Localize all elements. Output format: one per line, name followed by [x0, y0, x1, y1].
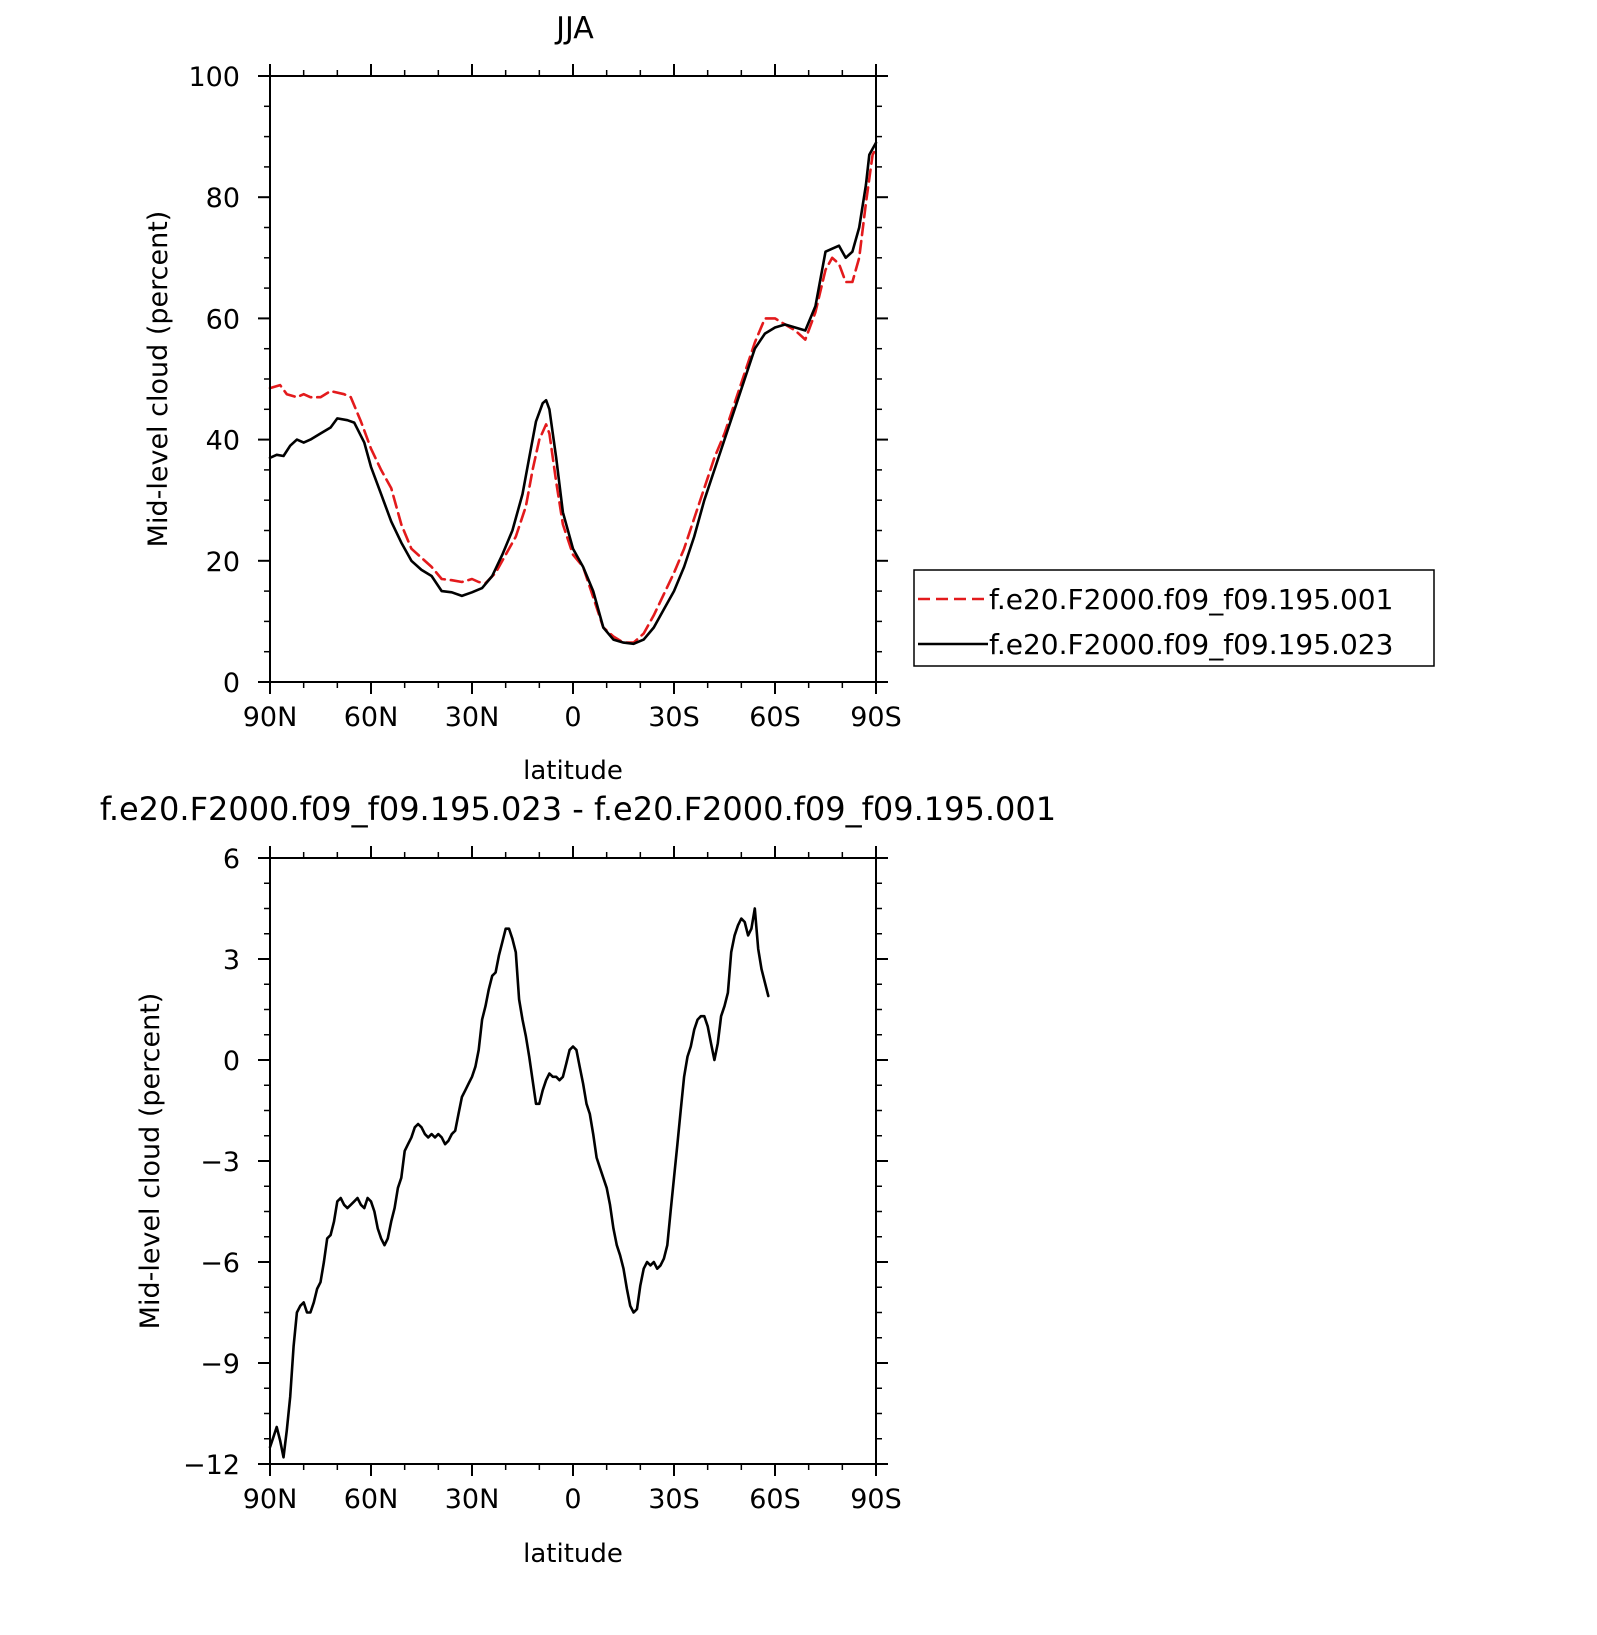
top-series-line-0: [268, 147, 878, 644]
bottom-x-tick-label: 30S: [648, 1484, 700, 1515]
top-x-tick-label: 30N: [445, 702, 500, 733]
bottom-y-tick-label: 0: [223, 1046, 240, 1077]
bottom-title: f.e20.F2000.f09_f09.195.023 - f.e20.F200…: [100, 790, 1056, 828]
top-x-tick-label: 60S: [749, 702, 801, 733]
top-y-tick-label: 60: [206, 304, 240, 335]
bottom-y-tick-label: −9: [200, 1349, 240, 1380]
top-series-line-1: [268, 141, 878, 646]
top-x-tick-label: 0: [564, 702, 581, 733]
panel-bottom: f.e20.F2000.f09_f09.195.023 - f.e20.F200…: [100, 790, 1056, 1569]
bottom-x-tick-label: 0: [564, 1484, 581, 1515]
top-x-tick-label: 90N: [243, 702, 298, 733]
top-y-tick-label: 80: [206, 183, 240, 214]
legend: f.e20.F2000.f09_f09.195.001 f.e20.F2000.…: [913, 569, 1435, 667]
bottom-x-tick-label: 60N: [344, 1484, 399, 1515]
legend-label-001: f.e20.F2000.f09_f09.195.001: [989, 583, 1393, 616]
top-x-tick-label: 30S: [648, 702, 700, 733]
top-y-tick-label: 20: [206, 547, 240, 578]
top-x-axis-label: latitude: [523, 756, 623, 786]
bottom-x-tick-label: 60S: [749, 1484, 801, 1515]
top-title: JJA: [554, 11, 594, 46]
legend-label-023: f.e20.F2000.f09_f09.195.023: [989, 628, 1393, 661]
top-y-tick-label: 100: [188, 62, 240, 93]
bottom-y-tick-label: −6: [200, 1248, 240, 1279]
top-y-tick-label: 0: [223, 668, 240, 699]
bottom-y-tick-label: 3: [223, 945, 240, 976]
bottom-x-tick-label: 90N: [243, 1484, 298, 1515]
legend-box: [913, 569, 1435, 667]
bottom-series: [268, 907, 770, 1459]
bottom-x-tick-label: 90S: [850, 1484, 902, 1515]
bottom-plot-frame: [269, 857, 877, 1465]
bottom-y-tick-label: −3: [200, 1147, 240, 1178]
top-plot-frame: [269, 75, 877, 683]
top-ticks: 90N 60N 30N 0 30S 60S 90S 0 20 40 60 80 100: [188, 62, 901, 733]
top-x-tick-label: 60N: [344, 702, 399, 733]
top-x-tick-label: 90S: [850, 702, 902, 733]
top-y-axis-label: Mid-level cloud (percent): [143, 211, 174, 548]
bottom-y-tick-label: 6: [223, 844, 240, 875]
bottom-y-tick-label: −12: [183, 1450, 240, 1481]
bottom-x-axis-label: latitude: [523, 1539, 623, 1569]
bottom-series-line-0: [268, 907, 770, 1459]
top-series: [268, 141, 878, 646]
top-y-tick-label: 40: [206, 426, 240, 457]
bottom-ticks: 90N 60N 30N 0 30S 60S 90S −12 −9 −6 −3 0 3 6: [183, 844, 902, 1515]
bottom-x-tick-label: 30N: [445, 1484, 500, 1515]
bottom-y-axis-label: Mid-level cloud (percent): [135, 993, 166, 1330]
panel-top: JJA 90N 60N 30N 0 30S 60S 90S 0 20 40 60 80 100 lati…: [143, 11, 1435, 786]
